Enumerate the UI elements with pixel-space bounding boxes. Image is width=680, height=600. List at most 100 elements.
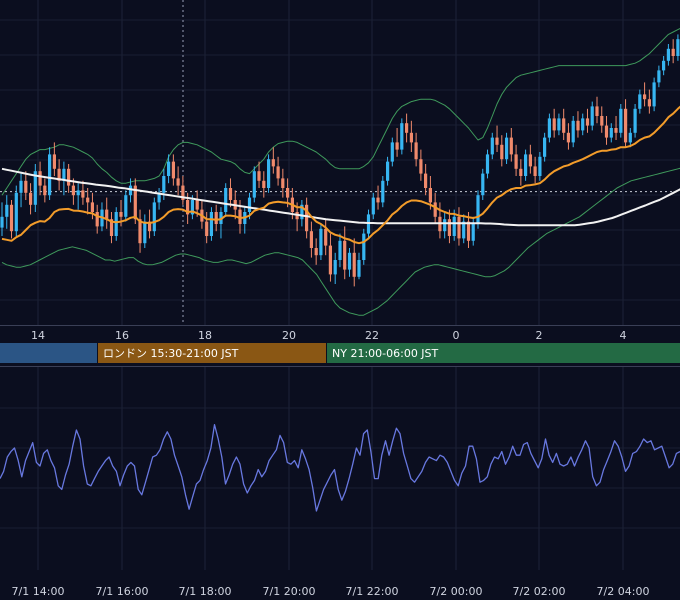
- candle-body: [466, 221, 471, 241]
- candle-body: [62, 168, 66, 181]
- candle-up: [0, 202, 4, 236]
- candle-body: [105, 209, 109, 220]
- candle-body: [638, 94, 642, 109]
- candle-body: [57, 168, 61, 181]
- candle-body: [590, 106, 594, 126]
- candle-body: [209, 212, 213, 236]
- candle-body: [247, 197, 252, 212]
- candle-body: [347, 252, 352, 270]
- candle-body: [600, 116, 604, 126]
- candle-down: [105, 197, 109, 229]
- candle-body: [552, 118, 556, 131]
- candle-body: [476, 195, 480, 224]
- price-x-tick-label: 20: [282, 329, 296, 342]
- candle-down: [514, 144, 518, 176]
- candle-up: [547, 113, 551, 143]
- candle-up: [33, 164, 37, 212]
- candle-down: [533, 156, 537, 184]
- time-x-tick-label: 7/2 04:00: [597, 585, 650, 598]
- candle-down: [29, 183, 33, 215]
- candle-body: [95, 212, 99, 227]
- candle-down: [214, 204, 218, 232]
- candle-up: [5, 195, 9, 229]
- candle-up: [662, 56, 666, 76]
- candle-down: [57, 159, 61, 191]
- candle-body: [428, 188, 432, 203]
- candle-body: [538, 156, 542, 176]
- candle-up: [543, 132, 547, 162]
- price-x-tick-label: 4: [620, 329, 627, 342]
- candle-body: [614, 128, 618, 133]
- candle-body: [128, 185, 133, 196]
- candle-body: [124, 195, 128, 217]
- candle-body: [133, 185, 137, 220]
- candle-down: [95, 204, 99, 234]
- candle-body: [319, 228, 323, 256]
- candle-down: [148, 209, 152, 239]
- candle-body: [314, 248, 318, 256]
- bollinger-bands: [1, 27, 680, 316]
- candle-body: [52, 154, 56, 169]
- price-x-tick-label: 14: [31, 329, 45, 342]
- candle-body: [514, 154, 518, 169]
- candle-down: [171, 154, 175, 186]
- candle-body: [162, 176, 166, 193]
- candle-up: [62, 161, 66, 196]
- candle-body: [419, 159, 423, 174]
- candle-body: [471, 224, 475, 241]
- candle-down: [9, 200, 14, 239]
- candle-down: [424, 164, 428, 196]
- candle-body: [609, 128, 613, 138]
- candle-body: [490, 137, 494, 155]
- candle-body: [447, 219, 451, 236]
- candle-body: [9, 204, 14, 232]
- candle-body: [662, 60, 666, 71]
- candle-down: [405, 113, 409, 143]
- candle-body: [181, 185, 185, 200]
- candle-body: [205, 221, 209, 236]
- candle-up: [48, 147, 52, 200]
- candle-up: [628, 128, 632, 148]
- candle-down: [276, 156, 280, 186]
- candle-down: [585, 108, 590, 133]
- candle-body: [195, 200, 199, 210]
- candle-up: [638, 89, 642, 114]
- candle-up: [209, 207, 213, 241]
- grid-lines: [0, 0, 680, 570]
- session-bar: ロンドン 15:30-21:00 JST NY 21:00-06:00 JST: [0, 343, 680, 363]
- time-x-tick-label: 7/1 18:00: [179, 585, 232, 598]
- candle-up: [619, 104, 623, 138]
- candle-up: [652, 77, 656, 112]
- candle-body: [276, 166, 280, 179]
- candle-up: [319, 224, 323, 260]
- candle-up: [666, 44, 670, 66]
- candle-body: [500, 144, 504, 160]
- candle-body: [324, 228, 328, 246]
- candle-down: [519, 159, 523, 186]
- candle-down: [447, 209, 451, 244]
- candle-down: [604, 116, 609, 145]
- candle-body: [76, 190, 80, 196]
- candle-body: [495, 137, 499, 145]
- oscillator-panel: [0, 423, 680, 512]
- candle-body: [343, 240, 347, 270]
- candle-up: [381, 176, 385, 208]
- candle-body: [624, 108, 628, 143]
- candle-up: [609, 123, 613, 143]
- candle-up: [347, 248, 352, 277]
- candle-down: [419, 149, 423, 181]
- candle-down: [90, 192, 94, 220]
- candle-body: [386, 161, 390, 181]
- candle-body: [143, 221, 147, 244]
- candle-up: [224, 183, 228, 217]
- candle-down: [271, 147, 275, 174]
- candle-up: [124, 190, 128, 222]
- candle-up: [152, 197, 156, 236]
- candle-up: [300, 200, 304, 227]
- candle-down: [509, 128, 513, 162]
- candle-up: [481, 168, 485, 200]
- candle-body: [114, 212, 118, 236]
- candle-down: [305, 197, 309, 239]
